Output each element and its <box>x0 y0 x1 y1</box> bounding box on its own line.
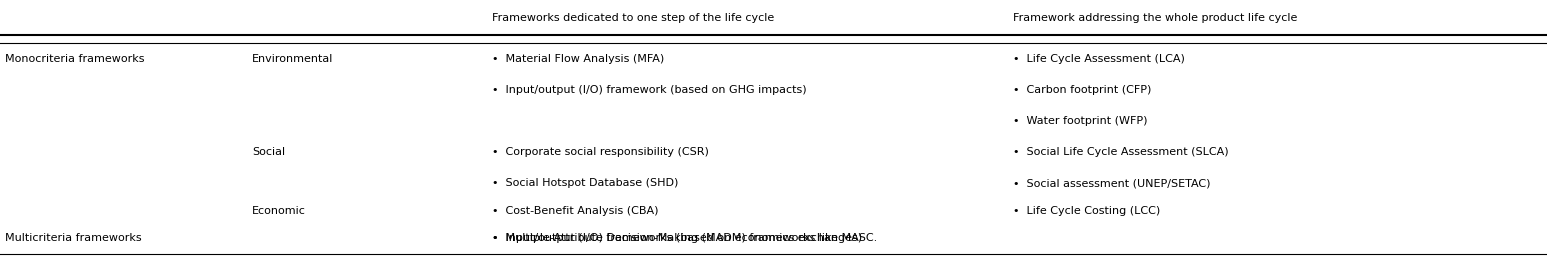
Text: •  Material Flow Analysis (MFA): • Material Flow Analysis (MFA) <box>492 54 664 63</box>
Text: •  Cost-Benefit Analysis (CBA): • Cost-Benefit Analysis (CBA) <box>492 206 659 216</box>
Text: Monocriteria frameworks: Monocriteria frameworks <box>5 54 144 63</box>
Text: •  Carbon footprint (CFP): • Carbon footprint (CFP) <box>1013 85 1151 95</box>
Text: •  Social Life Cycle Assessment (SLCA): • Social Life Cycle Assessment (SLCA) <box>1013 147 1228 157</box>
Text: •  Corporate social responsibility (CSR): • Corporate social responsibility (CSR) <box>492 147 709 157</box>
Text: •  Social Hotspot Database (SHD): • Social Hotspot Database (SHD) <box>492 178 678 188</box>
Text: Environmental: Environmental <box>252 54 334 63</box>
Text: Frameworks dedicated to one step of the life cycle: Frameworks dedicated to one step of the … <box>492 13 774 23</box>
Text: •  Input/output (I/O) framework (based on GHG impacts): • Input/output (I/O) framework (based on… <box>492 85 806 95</box>
Text: Framework addressing the whole product life cycle: Framework addressing the whole product l… <box>1013 13 1298 23</box>
Text: •  Multiple-Attribute Decision-Making (MADM) frameworks like MASC.: • Multiple-Attribute Decision-Making (MA… <box>492 233 877 243</box>
Text: •  Life Cycle Costing (LCC): • Life Cycle Costing (LCC) <box>1013 206 1160 216</box>
Text: •  Life Cycle Assessment (LCA): • Life Cycle Assessment (LCA) <box>1013 54 1185 63</box>
Text: •  Input/output (I/O) frameworks (based on economics exchanges): • Input/output (I/O) frameworks (based o… <box>492 233 862 243</box>
Text: Multicriteria frameworks: Multicriteria frameworks <box>5 233 141 243</box>
Text: •  Water footprint (WFP): • Water footprint (WFP) <box>1013 116 1148 126</box>
Text: Social: Social <box>252 147 285 157</box>
Text: •  Social assessment (UNEP/SETAC): • Social assessment (UNEP/SETAC) <box>1013 178 1211 188</box>
Text: Economic: Economic <box>252 206 306 216</box>
